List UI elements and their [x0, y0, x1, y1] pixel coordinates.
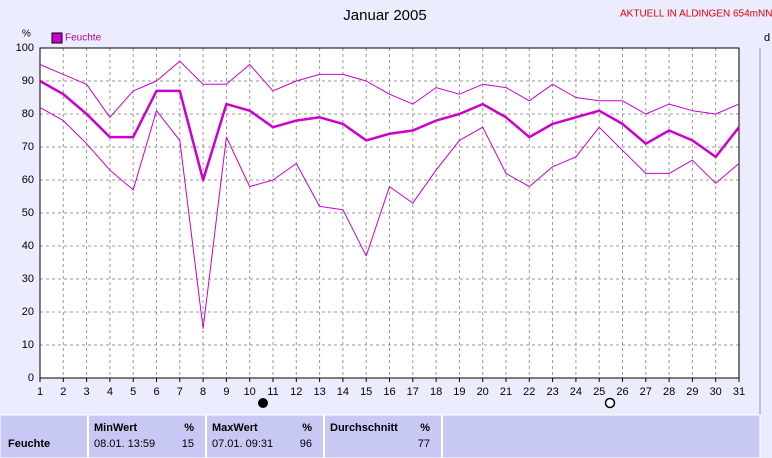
- column-unit: %: [184, 422, 194, 434]
- moon-new: [258, 398, 268, 408]
- x-tick-label: 30: [710, 386, 722, 398]
- x-tick-label: 2: [60, 386, 66, 398]
- y-tick-label: 100: [16, 42, 34, 54]
- x-tick-label: 26: [616, 386, 628, 398]
- x-tick-label: 10: [244, 386, 256, 398]
- data-line: [39, 106, 740, 329]
- y-axis-label: %: [22, 29, 31, 40]
- y-tick-label: 60: [22, 174, 34, 186]
- table-bg: [0, 414, 761, 458]
- y-tick-label: 20: [22, 306, 34, 318]
- x-tick-label: 29: [686, 386, 698, 398]
- x-tick-label: 27: [640, 386, 652, 398]
- corner-label: d: [764, 32, 770, 44]
- data-line: [39, 60, 740, 118]
- x-tick-label: 16: [383, 386, 395, 398]
- column-value: 15: [182, 438, 194, 450]
- x-tick-label: 7: [177, 386, 183, 398]
- x-tick-label: 28: [663, 386, 675, 398]
- y-tick-label: 70: [22, 141, 34, 153]
- column-time: 08.01. 13:59: [94, 438, 155, 450]
- column-unit: %: [420, 422, 430, 434]
- y-tick-label: 0: [28, 372, 34, 384]
- header-note: AKTUELL IN ALDINGEN 654mNN: [620, 9, 772, 20]
- y-tick-label: 30: [22, 273, 34, 285]
- x-tick-label: 17: [407, 386, 419, 398]
- x-tick-label: 22: [523, 386, 535, 398]
- x-tick-label: 31: [733, 386, 745, 398]
- x-tick-label: 6: [153, 386, 159, 398]
- y-tick-label: 90: [22, 75, 34, 87]
- y-tick-label: 40: [22, 240, 34, 252]
- x-tick-label: 4: [107, 386, 113, 398]
- x-tick-label: 23: [546, 386, 558, 398]
- chart-title: Januar 2005: [343, 7, 426, 24]
- y-tick-label: 80: [22, 108, 34, 120]
- x-tick-label: 1: [37, 386, 43, 398]
- legend-label: Feuchte: [65, 33, 102, 44]
- x-tick-label: 9: [223, 386, 229, 398]
- x-tick-label: 12: [290, 386, 302, 398]
- column-unit: %: [302, 422, 312, 434]
- x-tick-label: 24: [570, 386, 582, 398]
- y-tick-label: 10: [22, 339, 34, 351]
- x-tick-label: 14: [337, 386, 349, 398]
- x-tick-label: 5: [130, 386, 136, 398]
- x-tick-label: 21: [500, 386, 512, 398]
- stats-table: Feuchte MinWert % 08.01. 13:59 15 MaxWert % 07…: [0, 414, 761, 458]
- data-line: [39, 79, 740, 182]
- column-value: 96: [300, 438, 312, 450]
- x-tick-label: 18: [430, 386, 442, 398]
- row-label: Feuchte: [8, 438, 50, 450]
- x-tick-label: 19: [453, 386, 465, 398]
- x-tick-label: 13: [313, 386, 325, 398]
- column-header: MaxWert: [212, 422, 258, 434]
- legend-swatch: [51, 32, 63, 44]
- x-tick-label: 8: [200, 386, 206, 398]
- x-tick-label: 25: [593, 386, 605, 398]
- column-value: 77: [418, 438, 430, 450]
- column-header: Durchschnitt: [330, 422, 398, 434]
- moon-full: [604, 397, 616, 409]
- column-header: MinWert: [94, 422, 138, 434]
- x-tick-label: 15: [360, 386, 372, 398]
- y-tick-label: 50: [22, 207, 34, 219]
- plot-frame: [39, 47, 740, 379]
- column-time: 07.01. 09:31: [212, 438, 273, 450]
- x-tick-label: 11: [267, 386, 278, 398]
- x-tick-label: 3: [84, 386, 90, 398]
- x-tick-label: 20: [477, 386, 489, 398]
